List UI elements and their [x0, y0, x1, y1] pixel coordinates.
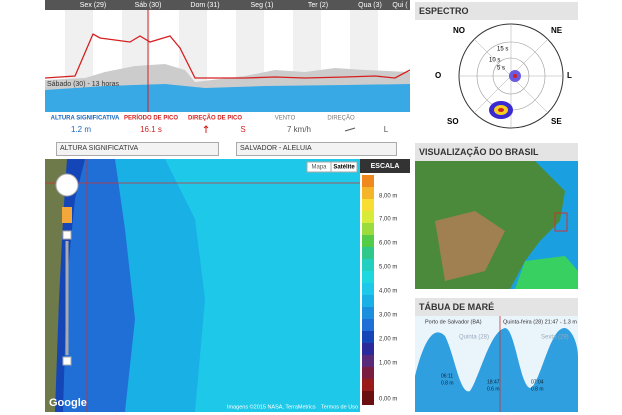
wind-arrow — [344, 127, 356, 132]
tide-day: Sexta (29) — [541, 335, 569, 341]
satellite-button[interactable] — [330, 161, 358, 173]
day-label: Qui ( — [392, 2, 408, 9]
tide-area — [415, 327, 578, 412]
direction-label: SO — [447, 117, 459, 126]
stat-value: 1.2 m — [71, 125, 91, 134]
stat-value: L — [384, 125, 389, 134]
wave-area — [45, 84, 410, 112]
tide-time: 07:04 — [531, 379, 544, 385]
scale-label: 4,00 m — [379, 289, 397, 295]
variable-select[interactable]: ALTURA SIGNIFICATIVA — [56, 142, 219, 156]
attribution: Imagens ©2015 NASA, TerraMetrics — [227, 403, 316, 410]
scale-label: 6,00 m — [379, 241, 397, 247]
stat-label: VENTO — [275, 116, 296, 122]
tide-header: TÁBUA DE MARÉ — [415, 298, 578, 316]
stat-label: DIREÇÃO — [327, 115, 355, 122]
tide-time: 18:47 — [487, 379, 500, 385]
scale-label: 1,00 m — [379, 361, 397, 367]
stat-value: 7 km/h — [287, 125, 311, 134]
tide-day: Quinta (28) — [459, 335, 489, 341]
tide-height: 0.6 m — [487, 386, 500, 392]
stats-bg — [45, 112, 410, 140]
stat-label: ALTURA SIGNIFICATIVA — [51, 116, 120, 122]
direction-label: SE — [551, 117, 562, 126]
scale-title: ESCALA — [371, 163, 400, 170]
tide-height: 0.8 m — [531, 386, 544, 392]
day-label: Sex (29) — [80, 2, 106, 9]
tide-height: 0.8 m — [441, 380, 454, 386]
direction-label: NE — [551, 26, 563, 35]
location-select[interactable]: SALVADOR - ALELUIA — [236, 142, 397, 156]
tide-station: Porto de Salvador (BA) — [425, 319, 482, 325]
land-relief — [435, 211, 505, 281]
wave-zone — [515, 256, 578, 289]
stat-value: 16.1 s — [140, 125, 162, 134]
wave-map: Google Imagens ©2015 NASA, TerraMetrics … — [45, 159, 410, 412]
scale-label: 7,00 m — [379, 217, 397, 223]
zoom-out[interactable] — [62, 356, 72, 366]
brazil-header: VISUALIZAÇÃO DO BRASIL — [415, 143, 578, 161]
selection-box — [554, 212, 568, 232]
tide-hover: Quinta-feira (28) 21:47 - 1.3 m — [503, 319, 577, 325]
google-logo: Google — [49, 397, 87, 409]
energy-blob — [498, 108, 504, 112]
period-label: 5 s — [497, 66, 505, 72]
scale-label: 3,00 m — [379, 313, 397, 319]
spectrum-header: ESPECTRO — [415, 2, 578, 20]
spectrum-panel: NO NE O L SO SE 15 s 10 s 5 s — [435, 23, 572, 129]
energy-blob — [513, 74, 517, 78]
terms[interactable]: Termos de Uso — [321, 404, 358, 410]
day-label: Qua (3) — [358, 2, 382, 9]
scale-swatches — [362, 175, 374, 405]
satellite-button-label[interactable]: Satélite — [333, 165, 355, 171]
direction-arrow — [203, 125, 209, 133]
day-label: Ter (2) — [308, 2, 328, 9]
scale-header — [360, 159, 410, 173]
scale-label: 5,00 m — [379, 265, 397, 271]
stat-label: DIREÇÃO DE PICO — [188, 115, 242, 122]
forecast-panel: Sex (29) Sáb (30) Dom (31) Seg (1) Ter (… — [45, 0, 410, 140]
period-label: 15 s — [497, 47, 508, 53]
pan-control[interactable] — [55, 173, 79, 197]
stat-value: S — [240, 125, 245, 134]
zoom-in[interactable] — [62, 230, 72, 240]
period-line — [45, 33, 410, 79]
tide-chart: Porto de Salvador (BA) Quinta-feira (28)… — [415, 316, 578, 412]
day-bar — [45, 0, 410, 10]
direction-label: O — [435, 71, 441, 80]
scale-label: 2,00 m — [379, 337, 397, 343]
hover-label: Sábado (30) - 13 horas — [47, 81, 119, 88]
direction-label: L — [567, 71, 572, 80]
brazil-map — [415, 161, 578, 289]
day-label: Dom (31) — [190, 2, 219, 9]
day-label: Seg (1) — [251, 2, 274, 9]
stat-label: PERÍODO DE PICO — [124, 114, 178, 122]
land — [45, 159, 67, 412]
scale-label: 8,00 m — [379, 194, 397, 200]
pegman[interactable] — [62, 207, 72, 223]
tide-time: 06:11 — [441, 373, 453, 379]
period-label: 10 s — [489, 58, 500, 64]
scale-label: 0,00 m — [379, 397, 397, 403]
map-button-label[interactable]: Mapa — [311, 165, 327, 171]
direction-label: NO — [453, 26, 465, 35]
day-label: Sáb (30) — [135, 2, 162, 9]
